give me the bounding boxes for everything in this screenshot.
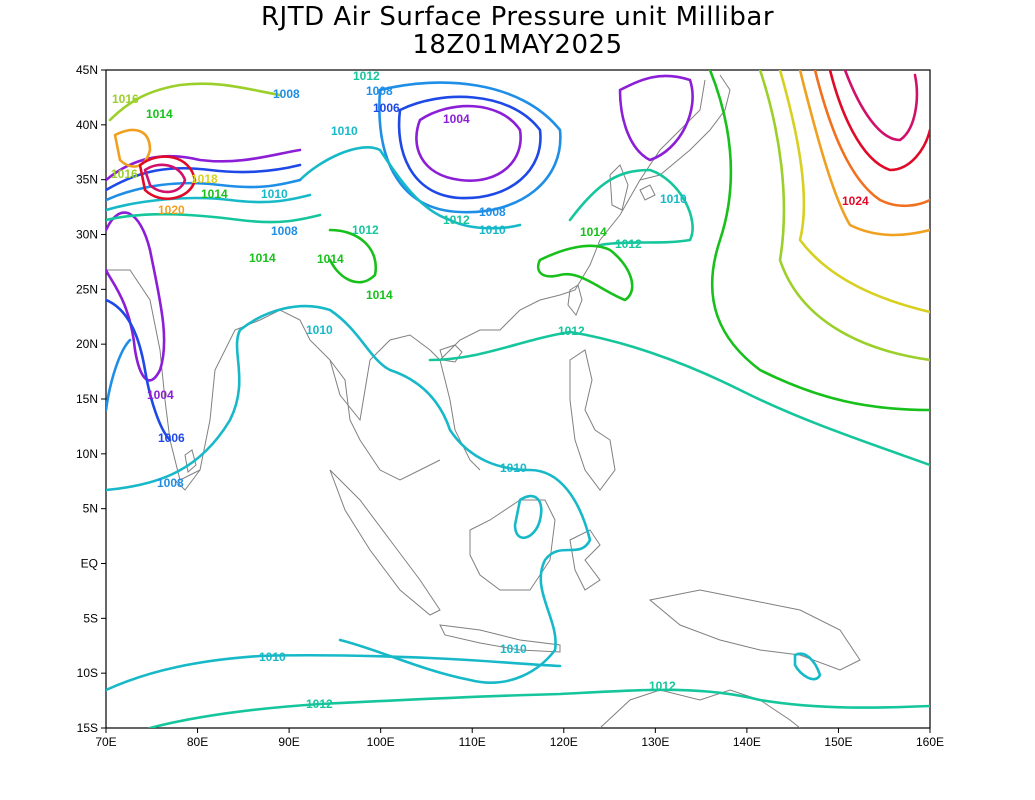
isobars xyxy=(106,70,930,728)
isobar-1010-png xyxy=(793,652,822,681)
isobar-1010-tropical xyxy=(106,304,592,684)
lat-tick-label: 20N xyxy=(76,337,98,351)
lon-tick-label: 110E xyxy=(459,735,486,749)
lat-tick-label: 10S xyxy=(77,666,98,680)
isobar-1018-east xyxy=(778,70,930,314)
isobar-1004-low xyxy=(415,104,522,182)
isobar-1010-borneo xyxy=(513,494,543,539)
lat-tick-label: 40N xyxy=(76,118,98,132)
contour-label: 1006 xyxy=(158,431,185,445)
lon-tick-label: 80E xyxy=(187,735,208,749)
isobar-1010-north xyxy=(298,146,522,230)
contour-label: 1014 xyxy=(580,225,607,239)
contour-label: 1010 xyxy=(331,124,358,138)
contour-label: 1014 xyxy=(366,288,393,302)
lon-tick-label: 100E xyxy=(367,735,395,749)
lat-tick-label: 30N xyxy=(76,228,98,242)
isobar-1006-india xyxy=(106,298,172,442)
isobar-1012-pacific xyxy=(428,330,930,467)
contour-label: 1010 xyxy=(500,642,527,656)
contour-label: 1012 xyxy=(352,223,379,237)
isobar-himalaya-6 xyxy=(108,82,282,122)
isobar-1008-india xyxy=(106,338,132,412)
contour-label: 1014 xyxy=(201,187,228,201)
contour-label: 1018 xyxy=(191,172,218,186)
lon-tick-label: 70E xyxy=(95,735,116,749)
contour-label: 1016 xyxy=(112,92,139,106)
contour-label: 1012 xyxy=(443,213,470,227)
isobar-1004-north xyxy=(618,74,694,162)
isobar-himalaya-2 xyxy=(106,163,302,192)
lat-tick-label: 10N xyxy=(76,447,98,461)
isobar-1020-west xyxy=(113,128,152,168)
contour-labels: 1016 1014 1016 1020 1018 1014 1010 1008 … xyxy=(111,69,869,711)
contour-label: 1012 xyxy=(615,237,642,251)
contour-label: 1014 xyxy=(146,107,173,121)
isobar-1010-south xyxy=(106,653,562,692)
isobar-himalaya-3 xyxy=(106,178,302,202)
isobar-1020-east xyxy=(798,70,930,237)
lon-tick-label: 140E xyxy=(733,735,761,749)
lat-axis: 45N 40N 35N 30N 25N 20N 15N 10N 5N EQ 5S 10S 15S xyxy=(76,63,106,735)
contour-label: 1014 xyxy=(317,252,344,266)
lat-tick-label: 5N xyxy=(83,502,98,516)
isobar-1004-india xyxy=(106,211,166,382)
isobar-1014-tibet xyxy=(328,228,378,284)
contour-label: 1008 xyxy=(157,476,184,490)
contour-label: 1010 xyxy=(306,323,333,337)
contour-label: 1020 xyxy=(158,203,185,217)
isobar-1012-east xyxy=(568,168,694,247)
contour-label: 1004 xyxy=(147,388,174,402)
lat-tick-label: 35N xyxy=(76,173,98,187)
isobar-himalaya-4 xyxy=(106,193,312,212)
isobar-1016-east xyxy=(758,70,930,362)
lon-tick-label: 130E xyxy=(641,735,669,749)
map-subtitle-time: 18Z01MAY2025 xyxy=(412,30,623,60)
contour-label: 1012 xyxy=(649,679,676,693)
contour-label: 1010 xyxy=(259,650,286,664)
contour-label: 1010 xyxy=(261,187,288,201)
contour-label: 1016 xyxy=(111,167,138,181)
contour-label: 1012 xyxy=(353,69,380,83)
lat-tick-label: 5S xyxy=(83,611,98,625)
contour-label: 1010 xyxy=(500,461,527,475)
plot-frame xyxy=(105,69,931,729)
isobar-1026-east xyxy=(843,70,919,142)
contour-label: 1024 xyxy=(842,194,869,208)
contour-label: 1004 xyxy=(443,112,470,126)
isobar-1014-pacific xyxy=(708,70,930,412)
contour-label: 1006 xyxy=(373,101,400,115)
lon-tick-label: 90E xyxy=(278,735,299,749)
isobar-1022-east xyxy=(813,70,930,208)
isobar-1006-low xyxy=(397,95,542,200)
contour-label: 1012 xyxy=(558,324,585,338)
isobar-1008-low xyxy=(378,81,562,214)
lat-tick-label: 45N xyxy=(76,63,98,77)
isobar-1012-south xyxy=(148,688,930,728)
isobar-1014-loop xyxy=(536,244,634,302)
lon-tick-label: 160E xyxy=(916,735,944,749)
isobar-high-west xyxy=(143,163,187,194)
isobar-1024-west xyxy=(138,155,197,200)
map-title: RJTD Air Surface Pressure unit Millibar xyxy=(260,2,775,32)
lat-tick-label: 15S xyxy=(77,721,98,735)
lat-tick-label: 15N xyxy=(76,392,98,406)
contour-label: 1010 xyxy=(479,223,506,237)
contour-label: 1008 xyxy=(271,224,298,238)
lon-tick-label: 150E xyxy=(824,735,852,749)
contour-label: 1008 xyxy=(366,84,393,98)
contour-label: 1012 xyxy=(306,697,333,711)
isobar-himalaya-5 xyxy=(106,212,322,224)
lat-tick-label: 25N xyxy=(76,282,98,296)
lat-tick-label: EQ xyxy=(81,557,98,571)
lon-axis: 70E 80E 90E 100E 110E 120E 130E 140E 150E 160E xyxy=(95,728,944,749)
contour-label: 1008 xyxy=(479,205,506,219)
contour-label: 1008 xyxy=(273,87,300,101)
isobar-1024-east xyxy=(828,70,930,172)
contour-label: 1010 xyxy=(660,192,687,206)
lon-tick-label: 120E xyxy=(550,735,578,749)
contour-label: 1014 xyxy=(249,251,276,265)
